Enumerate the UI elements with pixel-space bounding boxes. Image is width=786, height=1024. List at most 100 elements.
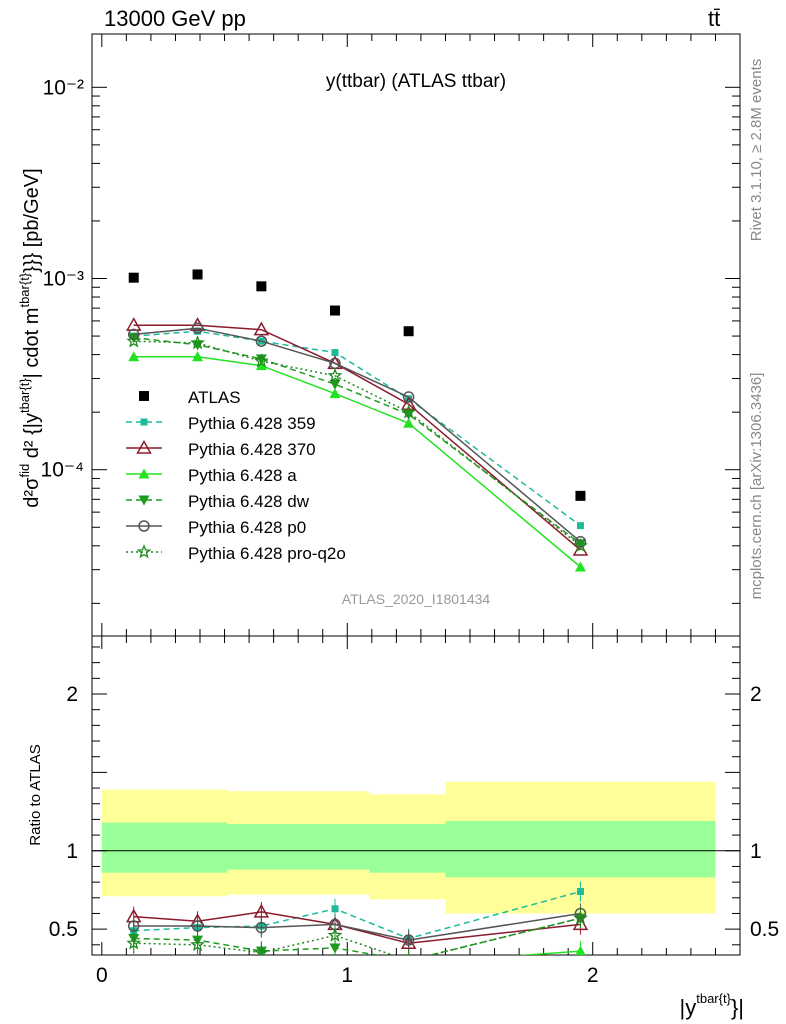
data-point-main bbox=[402, 391, 415, 403]
data-point-main bbox=[126, 333, 142, 348]
data-point-main bbox=[194, 327, 202, 335]
data-point-ratio bbox=[575, 945, 586, 955]
ratio-y-tick-label-left: 1 bbox=[66, 840, 78, 863]
x-tick-label: 0 bbox=[96, 964, 108, 987]
data-point-main bbox=[574, 539, 586, 550]
data-point-ratio bbox=[126, 935, 142, 950]
data-point-main bbox=[576, 522, 584, 530]
uncertainty-bands bbox=[92, 781, 740, 914]
mcplots-label: mcplots.cern.ch [arXiv:1306.3436] bbox=[748, 373, 765, 600]
data-point-main bbox=[192, 269, 203, 280]
data-point-main bbox=[256, 281, 267, 292]
data-point-main bbox=[253, 321, 270, 336]
data-point-main bbox=[331, 349, 339, 357]
data-point-ratio bbox=[403, 958, 414, 968]
series-6 bbox=[126, 333, 588, 955]
y-tick-label: 10⁻³ bbox=[43, 268, 84, 291]
data-point-main bbox=[192, 351, 204, 362]
data-point-main bbox=[191, 322, 204, 334]
data-point-ratio bbox=[573, 910, 588, 925]
axis-ticks bbox=[92, 34, 740, 955]
data-point-main bbox=[128, 272, 139, 283]
data-point-main bbox=[574, 536, 587, 548]
series-ratio bbox=[126, 908, 588, 955]
data-point-ratio bbox=[331, 905, 339, 913]
legend-marker bbox=[138, 520, 150, 532]
legend-entry: Pythia 6.428 pro-q2o bbox=[126, 544, 346, 563]
data-point-ratio bbox=[253, 903, 270, 918]
axes-frames bbox=[91, 33, 741, 956]
data-point-ratio bbox=[329, 943, 341, 954]
data-point-ratio bbox=[191, 920, 204, 932]
data-point-main bbox=[255, 360, 267, 371]
data-point-ratio bbox=[253, 944, 269, 955]
legend-label: Pythia 6.428 p0 bbox=[188, 518, 306, 537]
legend-entry: Pythia 6.428 370 bbox=[126, 439, 316, 459]
legend-label: Pythia 6.428 370 bbox=[188, 440, 316, 459]
legend-entry: ATLAS bbox=[139, 388, 241, 407]
legend-label: Pythia 6.428 a bbox=[188, 466, 297, 485]
data-point-main bbox=[127, 328, 140, 341]
legend: ATLAS Pythia 6.428 359 Pythia 6.428 370 Pyt… bbox=[126, 388, 346, 563]
series-line-ratio bbox=[133, 917, 581, 955]
data-point-main bbox=[329, 388, 341, 399]
ratio-y-tick-label-right: 0.5 bbox=[750, 918, 779, 941]
ratio-y-tick-label-left: 2 bbox=[66, 683, 78, 706]
series-line-main bbox=[133, 355, 581, 568]
data-point-ratio bbox=[402, 934, 415, 946]
analysis-watermark: ATLAS_2020_I1801434 bbox=[342, 591, 491, 607]
y-tick-label: 10⁻² bbox=[43, 76, 84, 99]
chart-text: 0 1 2 10⁻⁴ 10⁻³ 10⁻² 0.5 0.5 1 1 2 2 y(ttbar) (ATLAS… bbox=[17, 59, 779, 1020]
rivet-label: Rivet 3.1.10, ≥ 2.8M events bbox=[748, 59, 765, 242]
data-point-main bbox=[573, 538, 588, 553]
data-point-main bbox=[255, 354, 267, 365]
ratio-y-axis-label: Ratio to ATLAS bbox=[27, 744, 44, 845]
ratio-y-tick-label-left: 0.5 bbox=[49, 918, 78, 941]
data-point-ratio bbox=[330, 957, 341, 967]
series-line-ratio bbox=[133, 911, 581, 944]
legend-marker bbox=[138, 468, 150, 479]
band-green-2 bbox=[369, 824, 446, 873]
legend-marker bbox=[136, 544, 152, 559]
band-green-0 bbox=[101, 822, 227, 873]
legend-label: Pythia 6.428 359 bbox=[188, 414, 316, 433]
data-point-main bbox=[575, 490, 586, 501]
data-point-main bbox=[574, 561, 586, 572]
legend-entry: Pythia 6.428 p0 bbox=[126, 518, 306, 537]
x-axis-label: |ytbar{t}}| bbox=[680, 991, 744, 1020]
legend-marker bbox=[136, 439, 152, 454]
data-point-main bbox=[255, 335, 268, 347]
data-point-ratio bbox=[190, 937, 205, 952]
legend-marker bbox=[138, 495, 150, 506]
data-point-ratio bbox=[403, 956, 414, 966]
energy-label: 13000 GeV pp bbox=[104, 6, 246, 31]
data-point-ratio bbox=[261, 954, 262, 955]
x-tick-label: 2 bbox=[587, 964, 599, 987]
data-point-main bbox=[403, 326, 414, 337]
process-label: tt̄ bbox=[708, 6, 721, 31]
ratio-y-tick-label-right: 2 bbox=[750, 683, 762, 706]
data-point-ratio bbox=[576, 888, 584, 896]
data-point-main bbox=[327, 367, 343, 383]
data-point-main bbox=[403, 417, 415, 428]
series-line-main bbox=[133, 336, 581, 545]
y-tick-label: 10⁻⁴ bbox=[41, 459, 84, 482]
series-layer bbox=[125, 269, 589, 968]
series-line-ratio bbox=[133, 912, 581, 941]
legend-marker bbox=[139, 391, 149, 401]
ratio-y-tick-label-right: 1 bbox=[750, 840, 762, 863]
series-line-main bbox=[133, 327, 581, 543]
legend-marker bbox=[140, 418, 148, 426]
data-point-ratio bbox=[255, 921, 268, 934]
main-y-axis-label: d²σfid d² {|ytbar{t}| cdot mtbar{t}}}} [… bbox=[17, 168, 43, 507]
data-point-main bbox=[190, 335, 205, 350]
data-point-main bbox=[329, 379, 341, 390]
legend-label: Pythia 6.428 dw bbox=[188, 492, 310, 511]
data-point-ratio bbox=[197, 954, 198, 955]
data-point-main bbox=[253, 353, 269, 368]
band-green-3 bbox=[445, 820, 716, 878]
data-point-main bbox=[128, 333, 140, 344]
data-point-main bbox=[401, 404, 417, 419]
data-point-ratio bbox=[407, 952, 410, 955]
